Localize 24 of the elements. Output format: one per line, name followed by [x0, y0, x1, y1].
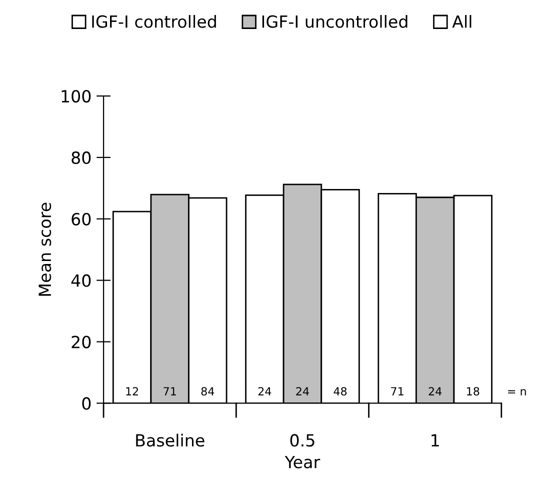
annotation: 84 — [201, 387, 214, 396]
x-tick-label: 0.5 — [290, 434, 314, 447]
text: = n — [508, 389, 526, 396]
legend-label: IGF-I uncontrolled — [262, 15, 408, 28]
y-tick-label: 40 — [71, 274, 91, 287]
annotation: 18 — [467, 387, 480, 396]
annotation: 24 — [258, 387, 272, 396]
annotation: 24 — [428, 387, 442, 396]
annotation: 71 — [164, 387, 176, 396]
legend-label: IGF-I controlled — [92, 15, 216, 28]
annotation: 71 — [391, 387, 404, 396]
x-axis-title: Year — [284, 456, 320, 468]
y-tick-label: 20 — [72, 336, 91, 348]
y-tick-label: 60 — [72, 212, 91, 226]
y-tick-label: 0 — [82, 397, 91, 410]
x-tick-label: Baseline — [136, 434, 204, 447]
annotation: 24 — [296, 387, 309, 396]
annotation: 12 — [126, 387, 138, 396]
x-tick-label: 1 — [432, 434, 439, 446]
y-axis-title: Mean score — [38, 202, 52, 296]
annotation: 48 — [334, 387, 347, 396]
y-tick-label: 80 — [72, 151, 91, 164]
y-tick-label: 100 — [62, 90, 91, 103]
legend-label: All — [452, 15, 472, 28]
